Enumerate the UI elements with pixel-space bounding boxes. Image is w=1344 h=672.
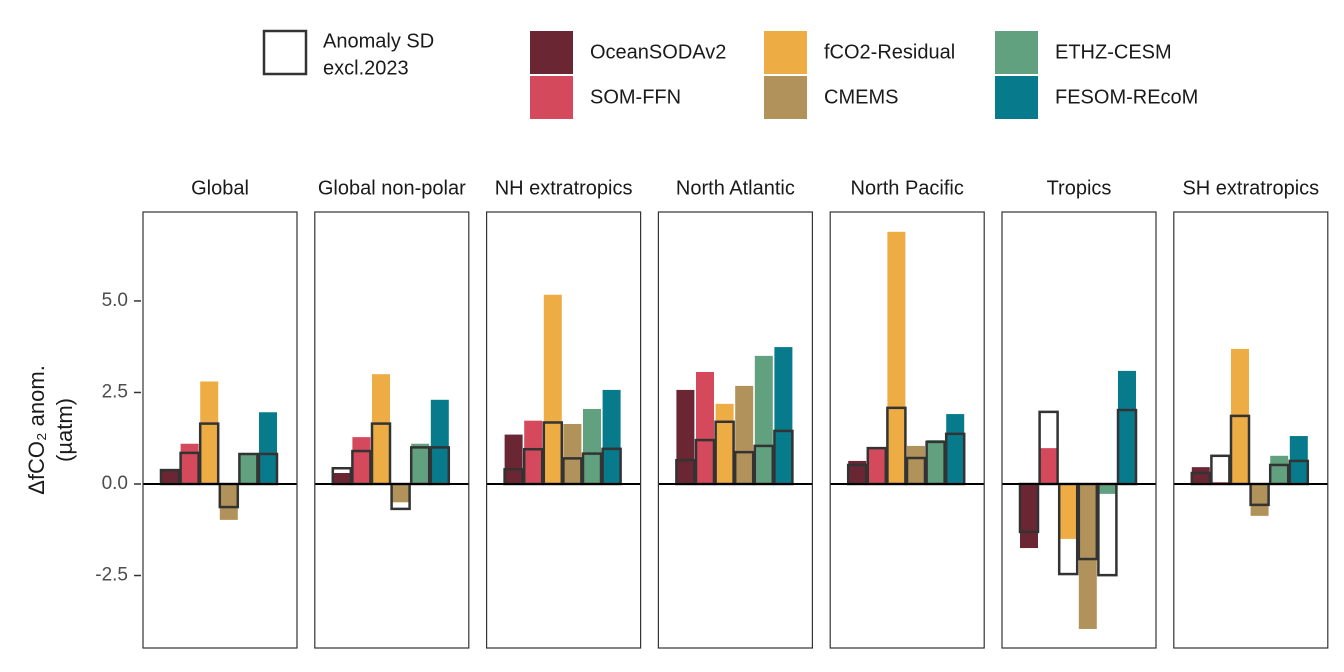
legend-swatch-sd [262, 29, 308, 76]
bar [563, 423, 582, 484]
panel-title: SH extratropics [1182, 177, 1319, 199]
bar [676, 389, 695, 484]
bar [1020, 483, 1038, 549]
bar [200, 381, 219, 484]
legend-swatch [764, 31, 807, 74]
bar [391, 483, 410, 503]
panel-title: North Pacific [851, 177, 964, 199]
panel-border [486, 211, 642, 649]
legend-swatch [530, 76, 573, 119]
y-tick-label: 2.5 [102, 381, 128, 402]
bar [946, 414, 965, 484]
panel [1001, 211, 1157, 649]
bar [1098, 483, 1117, 494]
bar [239, 453, 258, 484]
bar [887, 231, 906, 484]
bar [1078, 483, 1097, 629]
panel [142, 211, 298, 649]
bar [180, 443, 199, 484]
bar [1191, 467, 1210, 484]
bar [1250, 483, 1269, 516]
panel [314, 211, 470, 649]
legend-swatch [764, 76, 807, 119]
bar [867, 448, 886, 484]
panel-title: Global non-polar [318, 177, 466, 199]
bar [161, 470, 179, 484]
bar [219, 483, 238, 520]
y-tick-label: -2.5 [95, 565, 128, 586]
panel-border [657, 211, 814, 649]
bar [259, 412, 277, 484]
bar [774, 347, 793, 484]
sd-box [1210, 454, 1231, 486]
bar [696, 371, 714, 484]
bar [332, 473, 351, 484]
legend-label: OceanSODAv2 [590, 41, 726, 63]
bar [524, 420, 543, 484]
legend-label: ETHZ-CESM [1055, 41, 1172, 63]
bar [1059, 483, 1078, 539]
sd-box [1097, 482, 1118, 577]
bar [583, 408, 601, 484]
bar [907, 445, 925, 484]
panel-border [1173, 211, 1329, 649]
bar [411, 443, 430, 484]
panel [486, 211, 642, 649]
legend-label: SOM-FFN [590, 86, 681, 108]
bar [926, 440, 945, 484]
legend-label: FESOM-REcoM [1055, 86, 1198, 108]
legend-swatch [530, 31, 573, 74]
bar [848, 460, 867, 484]
panel [1173, 211, 1329, 649]
legend-label: CMEMS [824, 86, 898, 108]
y-tick-label: 0.0 [102, 473, 128, 494]
panel-title: Global [191, 177, 249, 199]
bar [715, 403, 734, 484]
y-axis-label: ΔfCO₂ anom. [24, 365, 49, 495]
panel-border [1001, 211, 1157, 649]
panel [829, 211, 985, 649]
legend: Anomaly SD excl.2023 OceanSODAv2 SOM-FFN fCO… [262, 29, 1198, 119]
bar [602, 389, 621, 484]
bar [543, 294, 562, 484]
bar [352, 437, 371, 484]
panel [657, 211, 814, 649]
bar [504, 434, 523, 484]
panel-border [314, 211, 470, 649]
legend-swatch [995, 31, 1038, 74]
legend-label: excl.2023 [323, 57, 409, 79]
panel-title: Tropics [1047, 177, 1112, 199]
panel-border [829, 211, 985, 649]
bar [1118, 370, 1136, 484]
legend-swatch [995, 76, 1038, 119]
bar [1270, 455, 1289, 484]
bar [1039, 448, 1058, 484]
bar [735, 385, 754, 484]
y-tick-label: 5.0 [102, 290, 128, 311]
bar [754, 355, 773, 484]
y-axis-label: (µatm) [52, 398, 77, 462]
panel-border [142, 211, 298, 649]
bar [430, 399, 449, 484]
legend-label: Anomaly SD [323, 30, 434, 52]
legend-label: fCO2-Residual [824, 41, 955, 63]
bar [372, 374, 390, 484]
panel-title: NH extratropics [495, 177, 633, 199]
panel-title: North Atlantic [676, 177, 795, 199]
